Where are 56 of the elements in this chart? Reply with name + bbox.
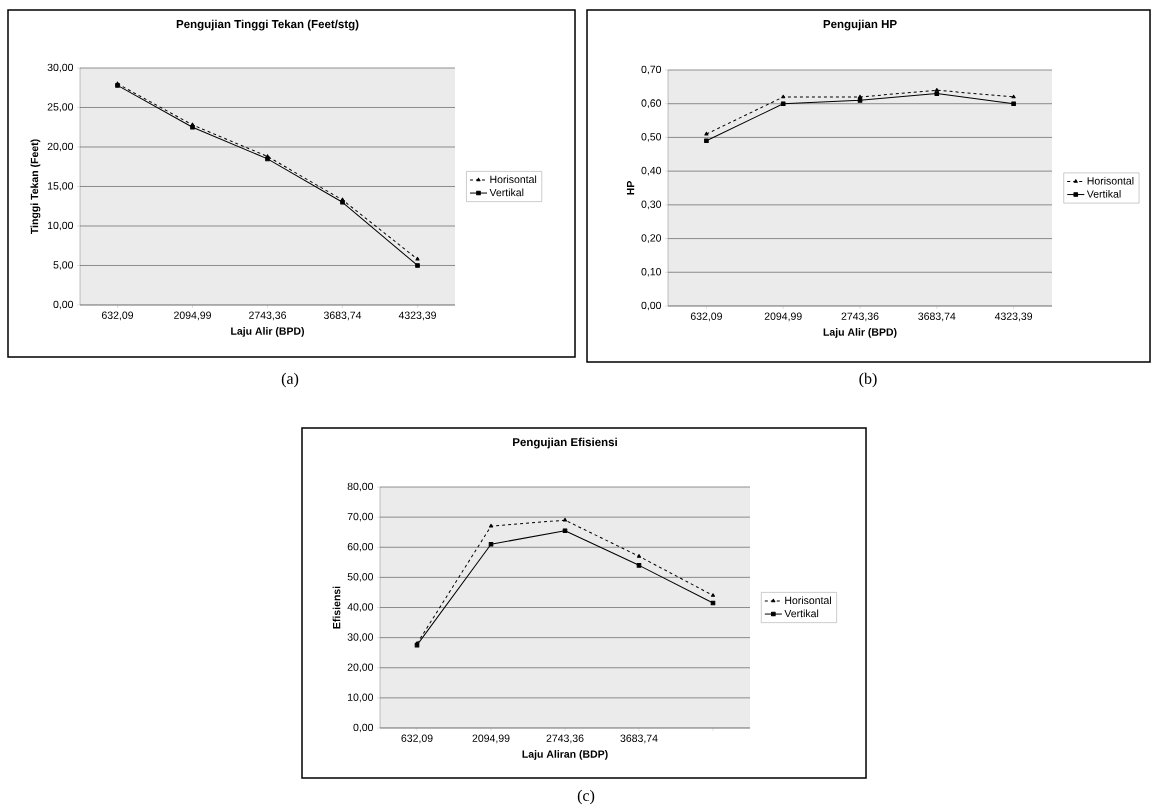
x-tick-label: 2094,99 <box>764 312 802 322</box>
y-tick-label: 60,00 <box>347 542 374 552</box>
x-tick-label: 2743,36 <box>841 312 879 322</box>
chart-title: Pengujian Efisiensi <box>513 437 617 449</box>
chart-title: Pengujian Tinggi Tekan (Feet/stg) <box>176 19 359 31</box>
y-tick-label: 25,00 <box>47 103 74 112</box>
x-tick-label: 2743,36 <box>546 734 584 744</box>
y-tick-label: 50,00 <box>347 573 374 582</box>
y-tick-label: 10,00 <box>47 221 74 231</box>
x-tick-label: 3683,74 <box>918 312 956 322</box>
y-tick-label: 70,00 <box>347 512 374 522</box>
x-tick-label: 4323,39 <box>398 311 436 321</box>
text: (c) <box>577 789 595 805</box>
x-axis-title: Laju Aliran (BDP) <box>522 750 608 760</box>
y-tick-label: 0,50 <box>641 133 662 142</box>
y-tick-label: 20,00 <box>347 663 374 673</box>
x-tick-label: 2094,99 <box>174 311 211 321</box>
y-tick-label: 30,00 <box>47 63 74 73</box>
x-tick-label: 3683,74 <box>620 734 658 744</box>
y-tick-label: 10,00 <box>348 693 374 703</box>
x-axis-title: Laju Alir (BPD) <box>231 327 305 337</box>
y-tick-label: 0,40 <box>641 166 662 176</box>
x-tick-label: 632,09 <box>101 311 134 321</box>
text: (a) <box>281 372 299 388</box>
y-tick-label: 0,00 <box>641 301 662 311</box>
y-tick-label: 0,30 <box>641 200 662 210</box>
y-tick-label: 0,20 <box>641 234 662 243</box>
y-axis-title: HP <box>626 181 635 195</box>
x-tick-label: 2094,99 <box>472 734 510 744</box>
chart-title: Pengujian HP <box>823 19 897 31</box>
y-tick-label: 0,60 <box>641 99 662 109</box>
x-tick-label: 2743,36 <box>249 311 287 321</box>
legend-label: Horisontal <box>1087 176 1134 185</box>
y-axis-title: Efisiensi <box>332 586 341 629</box>
legend-label: Vertikal <box>784 609 819 618</box>
legend-label: Horisontal <box>785 596 831 605</box>
y-tick-label: 0,00 <box>353 723 374 733</box>
legend-label: Vertikal <box>489 188 524 197</box>
text: (b) <box>859 372 877 388</box>
y-tick-label: 0,00 <box>53 300 74 310</box>
y-tick-label: 0,70 <box>641 65 662 75</box>
y-tick-label: 30,00 <box>347 633 374 642</box>
x-tick-label: 632,09 <box>690 312 722 322</box>
y-tick-label: 5,00 <box>53 261 74 270</box>
y-tick-label: 20,00 <box>47 142 74 152</box>
legend-label: Horisontal <box>490 175 537 184</box>
x-tick-label: 4323,39 <box>994 312 1033 322</box>
x-tick-label: 3683,74 <box>323 311 362 321</box>
x-axis-title: Laju Alir (BPD) <box>823 328 897 338</box>
legend-label: Vertikal <box>1086 189 1121 198</box>
y-tick-label: 15,00 <box>47 182 74 191</box>
y-tick-label: 80,00 <box>347 482 374 492</box>
y-axis-title: Tinggi Tekan (Feet) <box>30 139 41 235</box>
y-tick-label: 40,00 <box>347 603 374 612</box>
y-tick-label: 0,10 <box>641 267 662 277</box>
x-tick-label: 632,09 <box>401 734 433 744</box>
